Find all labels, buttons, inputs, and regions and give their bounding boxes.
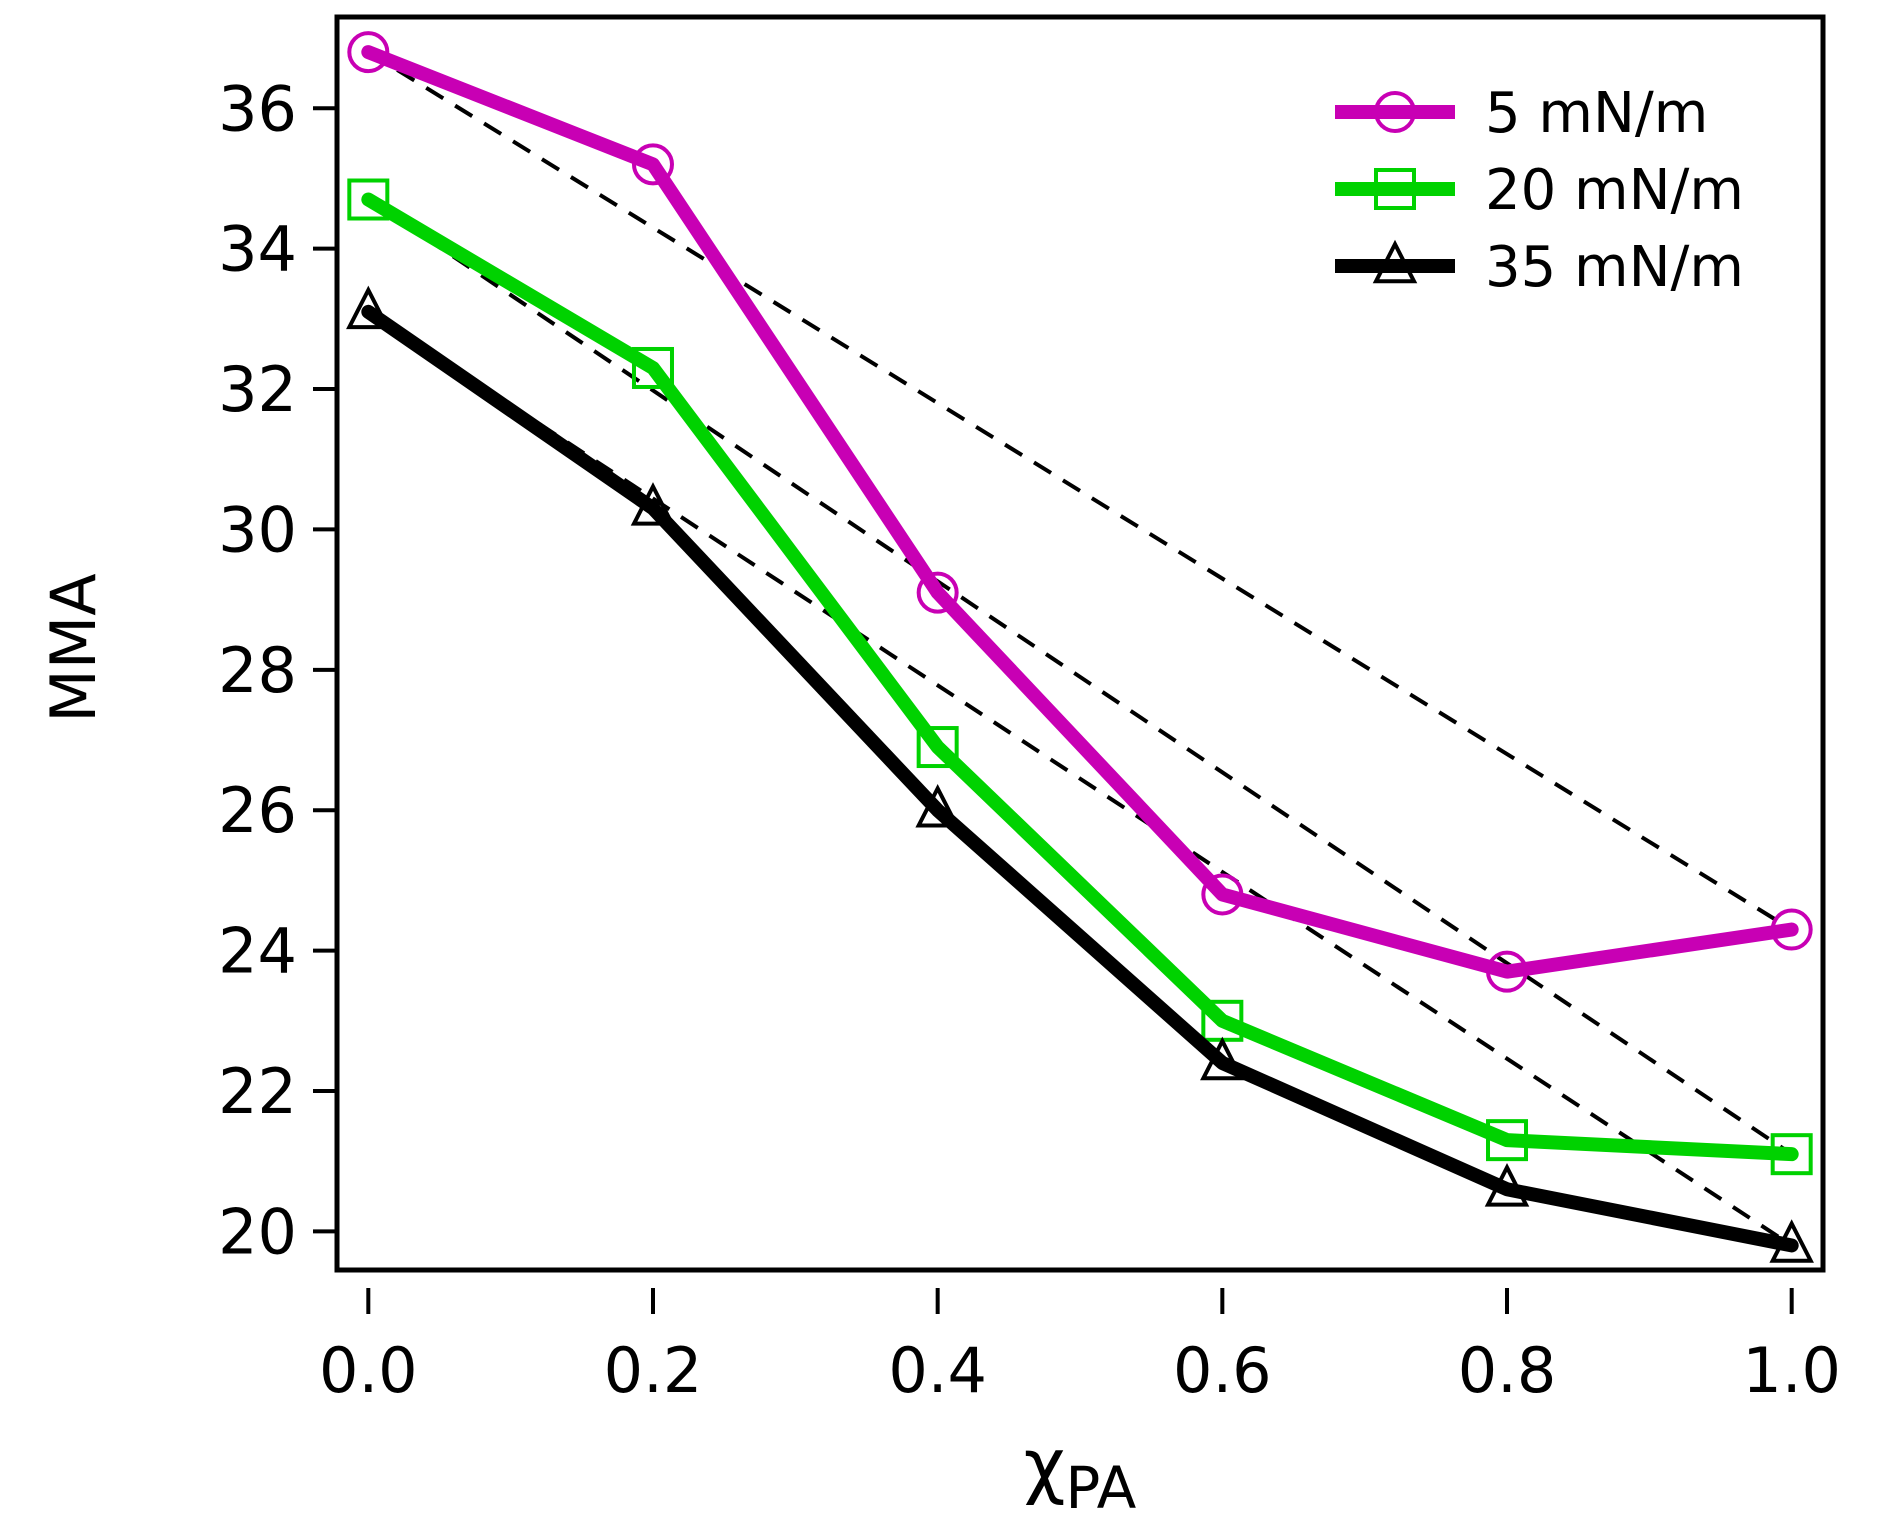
series-line-2 <box>361 304 1799 1253</box>
series-2-point-3 <box>1200 1036 1245 1081</box>
y-tick-label-7: 34 <box>218 213 297 286</box>
series-2-point-1 <box>630 482 676 526</box>
x-tick-label-1: 0.2 <box>604 1334 703 1407</box>
y-tick-label-3: 26 <box>218 774 297 847</box>
series-2-point-5 <box>1769 1219 1814 1263</box>
series-0 <box>347 31 1813 993</box>
x-axis-label-sub: PA <box>1065 1454 1136 1522</box>
series-2-point-4 <box>1484 1163 1530 1207</box>
ideal-mixing-lines <box>367 50 1793 1248</box>
series-0-point-2 <box>916 571 959 614</box>
series-2-point-2 <box>915 783 960 828</box>
plot-frame <box>334 14 1826 1273</box>
series-line-0 <box>361 45 1799 979</box>
series-lines <box>346 31 1814 1263</box>
series-2 <box>346 285 1814 1263</box>
series-0-point-0 <box>347 31 390 74</box>
y-axis: 20 22 24 26 28 30 32 34 36 <box>218 72 337 1268</box>
x-axis: 0.0 0.2 0.4 0.6 0.8 1.0 <box>319 1288 1841 1407</box>
x-tick-label-0: 0.0 <box>319 1334 418 1407</box>
x-tick-label-3: 0.6 <box>1173 1334 1272 1407</box>
series-0-point-5 <box>1770 908 1813 951</box>
y-tick-label-8: 36 <box>218 72 297 145</box>
legend: 5 mN/m 20 mN/m 35 mN/m <box>1335 81 1744 300</box>
legend-label-0: 5 mN/m <box>1485 81 1708 146</box>
series-2-point-0 <box>346 285 391 330</box>
legend-marker-0 <box>1374 91 1416 133</box>
ideal-line-1 <box>367 197 1793 1156</box>
series-line-1 <box>361 192 1799 1162</box>
y-tick-label-4: 28 <box>218 634 297 707</box>
ideal-line-0 <box>367 50 1793 932</box>
series-1-point-1 <box>631 346 674 389</box>
legend-marker-1 <box>1374 168 1416 210</box>
series-1-point-2 <box>916 726 959 769</box>
legend-label-2: 35 mN/m <box>1485 235 1744 300</box>
series-1-point-4 <box>1486 1119 1529 1162</box>
series-1-point-5 <box>1770 1133 1813 1176</box>
y-tick-label-1: 22 <box>218 1055 297 1128</box>
y-tick-label-6: 32 <box>218 353 297 426</box>
x-axis-label: χPA <box>1024 1423 1137 1522</box>
x-tick-label-2: 0.4 <box>888 1334 987 1407</box>
y-axis-label: MMA <box>37 573 110 722</box>
x-tick-label-5: 1.0 <box>1742 1334 1841 1407</box>
legend-marker-2 <box>1372 239 1418 284</box>
y-tick-label-5: 30 <box>218 493 297 566</box>
x-axis-label-main: χ <box>1024 1423 1066 1507</box>
series-1-point-0 <box>347 178 390 221</box>
series-0-point-4 <box>1486 950 1529 993</box>
series-0-point-1 <box>631 143 674 186</box>
x-tick-label-4: 0.8 <box>1458 1334 1557 1407</box>
y-tick-label-2: 24 <box>218 915 297 988</box>
legend-label-1: 20 mN/m <box>1485 158 1744 223</box>
y-tick-label-0: 20 <box>218 1195 297 1268</box>
series-0-point-3 <box>1201 873 1244 916</box>
